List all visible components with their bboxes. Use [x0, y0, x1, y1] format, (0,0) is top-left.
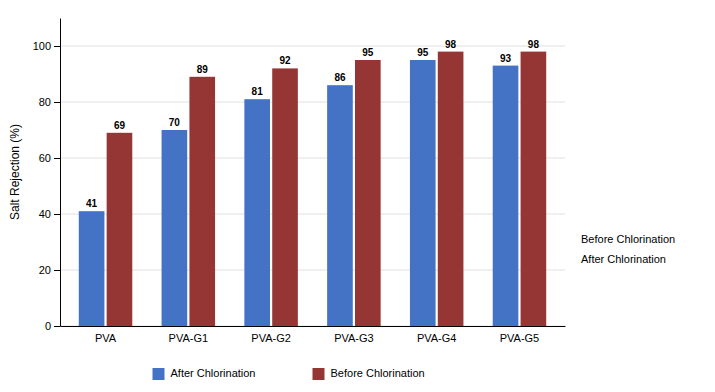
- grid: [60, 46, 565, 326]
- annotations: Before Chlorination After Chlorination: [581, 233, 675, 265]
- bar: [107, 133, 133, 326]
- bar: [493, 66, 519, 326]
- x-tick-label: PVA-G5: [500, 332, 540, 344]
- bar: [162, 130, 188, 326]
- x-tick: PVA-G4: [417, 332, 457, 344]
- y-tick-mark: [54, 270, 60, 271]
- data-label: 93: [500, 53, 512, 64]
- grid-line: [60, 158, 565, 159]
- legend-swatch: [313, 368, 325, 380]
- y-tick-mark: [54, 214, 60, 215]
- legend-item: Before Chlorination: [313, 367, 425, 380]
- bar: [355, 60, 381, 326]
- y-tick-mark: [54, 326, 60, 327]
- plot: 417081869593698992959898020406080100PVAP…: [33, 19, 566, 344]
- data-label: 41: [86, 198, 98, 209]
- y-tick: 80: [39, 96, 60, 108]
- y-tick-mark: [54, 46, 60, 47]
- legend-item: After Chlorination: [153, 367, 256, 380]
- y-tick: 100: [33, 40, 60, 52]
- data-label: 86: [334, 72, 346, 83]
- legend-swatch: [153, 368, 165, 380]
- x-axis: PVA PVA-G1 PVA-G2 PVA-G3 PVA-G4 PVA-G5: [61, 327, 566, 344]
- data-label: 81: [252, 86, 264, 97]
- grid-line: [60, 102, 565, 103]
- data-label: 95: [362, 47, 374, 58]
- legend-label: After Chlorination: [171, 367, 256, 379]
- bar: [189, 77, 215, 326]
- y-tick: 20: [39, 264, 60, 276]
- bar: [79, 211, 105, 326]
- x-tick: PVA: [95, 332, 117, 344]
- x-tick-label: PVA-G2: [251, 332, 291, 344]
- data-label: 70: [169, 117, 181, 128]
- bar: [521, 52, 547, 326]
- y-axis: 0 20 40 60 80 100: [33, 19, 61, 333]
- y-tick: 0: [45, 320, 60, 332]
- bar: [410, 60, 436, 326]
- data-label: 98: [445, 39, 457, 50]
- data-label: 89: [197, 64, 209, 75]
- grid-line: [60, 270, 565, 271]
- legend-label: Before Chlorination: [331, 367, 425, 379]
- x-tick-label: PVA-G1: [169, 332, 209, 344]
- legend: After Chlorination Before Chlorination: [153, 367, 425, 380]
- bars: [79, 52, 546, 326]
- y-tick-label: 40: [39, 208, 51, 220]
- y-tick-label: 0: [45, 320, 51, 332]
- data-label: 95: [417, 47, 429, 58]
- chart: 417081869593698992959898020406080100PVAP…: [0, 0, 715, 392]
- y-tick-label: 100: [33, 40, 51, 52]
- y-tick-mark: [54, 102, 60, 103]
- bar: [438, 52, 464, 326]
- x-tick: PVA-G5: [500, 332, 540, 344]
- y-tick-label: 60: [39, 152, 51, 164]
- bar: [272, 68, 298, 326]
- y-axis-title: Salt Rejection (%): [8, 124, 22, 220]
- series: [107, 52, 547, 326]
- y-tick-label: 80: [39, 96, 51, 108]
- y-tick: 40: [39, 208, 60, 220]
- x-tick: PVA-G3: [334, 332, 374, 344]
- annotation: After Chlorination: [581, 253, 666, 265]
- y-tick-label: 20: [39, 264, 51, 276]
- y-tick: 60: [39, 152, 60, 164]
- x-tick: PVA-G2: [251, 332, 291, 344]
- annotation: Before Chlorination: [581, 233, 675, 245]
- data-label: 98: [528, 39, 540, 50]
- x-tick: PVA-G1: [169, 332, 209, 344]
- x-tick-label: PVA-G4: [417, 332, 457, 344]
- y-axis-line: [60, 19, 61, 327]
- grid-line: [60, 46, 565, 47]
- data-label: 69: [114, 120, 126, 131]
- x-tick-label: PVA: [95, 332, 117, 344]
- bar: [327, 85, 353, 326]
- x-axis-line: [61, 326, 566, 327]
- grid-line: [60, 326, 565, 327]
- grid-line: [60, 214, 565, 215]
- bar: [244, 99, 270, 326]
- data-labels: 41 70 81 86 95 93 69 89 92 95 98 98: [86, 39, 539, 210]
- data-label: 92: [279, 55, 291, 66]
- y-tick-mark: [54, 158, 60, 159]
- x-tick-label: PVA-G3: [334, 332, 374, 344]
